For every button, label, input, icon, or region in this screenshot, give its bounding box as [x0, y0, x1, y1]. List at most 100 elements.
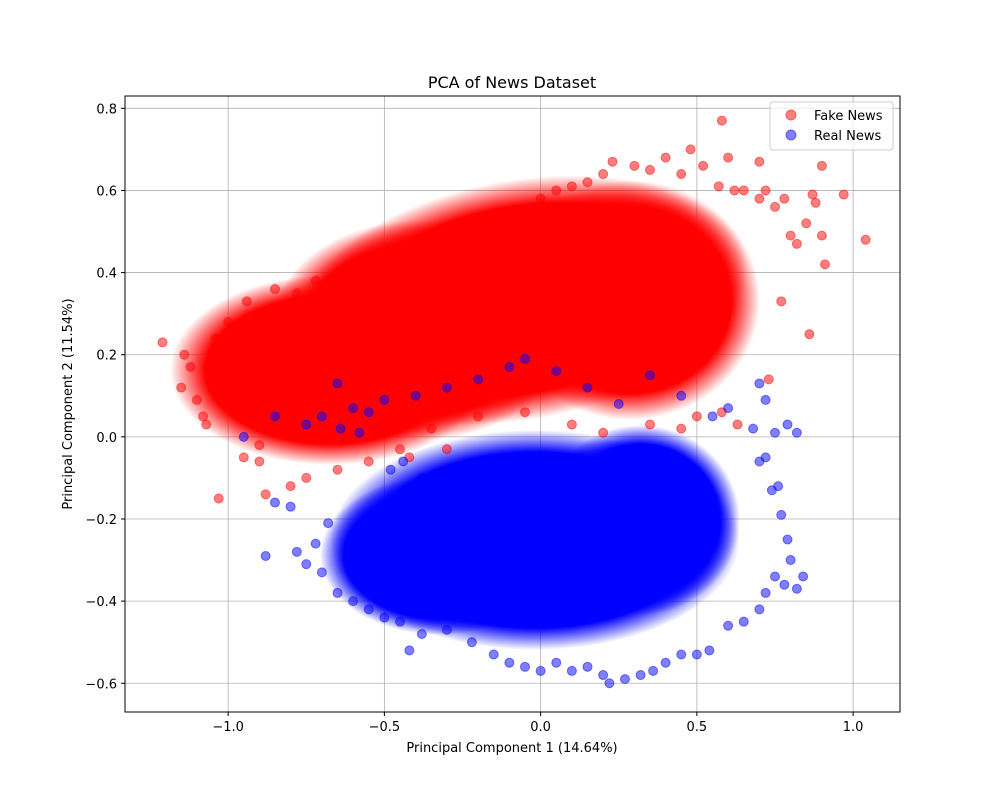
- real-news-point: [566, 665, 577, 676]
- real-news-point: [504, 362, 515, 373]
- fake-news-point: [238, 452, 249, 463]
- real-news-point: [779, 579, 790, 590]
- fake-news-point: [213, 493, 224, 504]
- fake-news-point: [223, 316, 234, 327]
- x-tick-label: −0.5: [369, 720, 401, 735]
- real-news-point: [441, 382, 452, 393]
- fake-news-point: [254, 440, 265, 451]
- fake-news-point: [738, 185, 749, 196]
- fake-news-point: [395, 267, 405, 278]
- legend-label-real-news: Real News: [814, 129, 882, 144]
- real-news-point: [582, 382, 593, 393]
- fake-news-point: [335, 267, 346, 278]
- fake-news-point: [860, 234, 871, 245]
- real-news-point: [770, 427, 780, 438]
- real-news-point: [270, 411, 280, 422]
- real-news-point: [398, 456, 409, 467]
- y-tick-label: −0.4: [85, 595, 117, 610]
- fake-news-point: [732, 419, 743, 430]
- fake-news-point: [176, 382, 187, 393]
- fake-news-point: [441, 255, 452, 266]
- y-tick-label: 0.2: [96, 349, 117, 364]
- real-news-point: [504, 657, 515, 668]
- real-news-point: [291, 546, 302, 557]
- real-news-point: [773, 481, 784, 492]
- fake-news-point: [241, 296, 252, 307]
- fake-news-point: [254, 456, 265, 467]
- fake-news-point: [779, 193, 790, 204]
- fake-news-point: [754, 156, 765, 167]
- fake-news-point: [291, 288, 302, 299]
- fake-news-point: [820, 259, 830, 270]
- real-news-point: [691, 649, 702, 660]
- real-news-point: [791, 583, 802, 594]
- real-news-point: [379, 612, 390, 623]
- y-tick-label: 0.8: [96, 102, 117, 117]
- fake-news-point: [395, 444, 405, 455]
- fake-news-point: [348, 284, 359, 295]
- fake-news-point: [566, 181, 577, 192]
- x-tick-label: 0.5: [687, 720, 708, 735]
- fake-news-point: [198, 411, 209, 422]
- fake-news-point: [691, 411, 702, 422]
- real-news-point: [785, 555, 796, 566]
- fake-news-point: [685, 144, 696, 155]
- fake-news-point: [520, 407, 530, 418]
- fake-news-point: [763, 374, 774, 385]
- real-news-point: [782, 419, 793, 430]
- fake-news-point: [504, 214, 515, 225]
- real-news-point: [404, 645, 415, 656]
- real-news-point: [723, 403, 734, 414]
- real-news-point: [332, 378, 343, 389]
- fake-news-point: [582, 177, 593, 188]
- real-news-point: [466, 637, 477, 648]
- fake-news-point: [816, 230, 827, 241]
- fake-news-point: [426, 247, 437, 258]
- y-axis-label: Principal Component 2 (11.54%): [61, 298, 76, 509]
- fake-news-point: [441, 444, 452, 455]
- real-news-point: [260, 550, 271, 561]
- x-tick-label: −1.0: [212, 720, 244, 735]
- fake-news-point: [810, 197, 821, 208]
- fake-news-point: [179, 349, 190, 360]
- fake-news-point: [729, 185, 740, 196]
- real-news-point: [613, 399, 624, 409]
- fake-news-point: [191, 394, 202, 405]
- real-news-point: [335, 423, 346, 434]
- real-news-point: [520, 353, 530, 364]
- y-axis-ticks: −0.6 −0.4 −0.2 0.0 0.2 0.4 0.6 0.8: [85, 102, 125, 692]
- fake-news-point: [713, 181, 724, 192]
- real-news-point: [535, 665, 546, 676]
- real-news-point: [410, 390, 421, 401]
- fake-news-point: [473, 411, 484, 422]
- fake-news-point: [285, 481, 296, 492]
- fake-news-point: [776, 296, 787, 307]
- fake-news-point: [698, 160, 709, 171]
- real-news-point: [723, 620, 734, 631]
- real-news-point: [551, 366, 562, 377]
- fake-news-point: [807, 189, 818, 200]
- real-news-point: [635, 670, 646, 681]
- y-tick-label: 0.0: [96, 431, 117, 446]
- fake-news-point: [323, 304, 334, 315]
- chart-title: PCA of News Dataset: [428, 73, 596, 92]
- real-news-point: [354, 575, 365, 586]
- fake-news-point: [816, 160, 827, 171]
- real-news-point: [363, 604, 374, 615]
- real-news-point: [776, 509, 787, 520]
- real-news-point: [791, 427, 802, 438]
- fake-news-point: [607, 156, 618, 167]
- fake-news-point: [426, 423, 437, 434]
- fake-news-point: [801, 218, 812, 229]
- fake-news-point: [201, 419, 212, 430]
- real-news-point: [301, 419, 312, 430]
- fake-news-point: [310, 275, 321, 286]
- fake-news-point: [279, 304, 290, 315]
- legend-box: [769, 101, 894, 151]
- y-tick-label: −0.2: [85, 513, 117, 528]
- real-news-point: [238, 431, 249, 442]
- real-news-point: [598, 670, 609, 681]
- real-news-point: [270, 497, 280, 508]
- real-news-point: [395, 616, 405, 627]
